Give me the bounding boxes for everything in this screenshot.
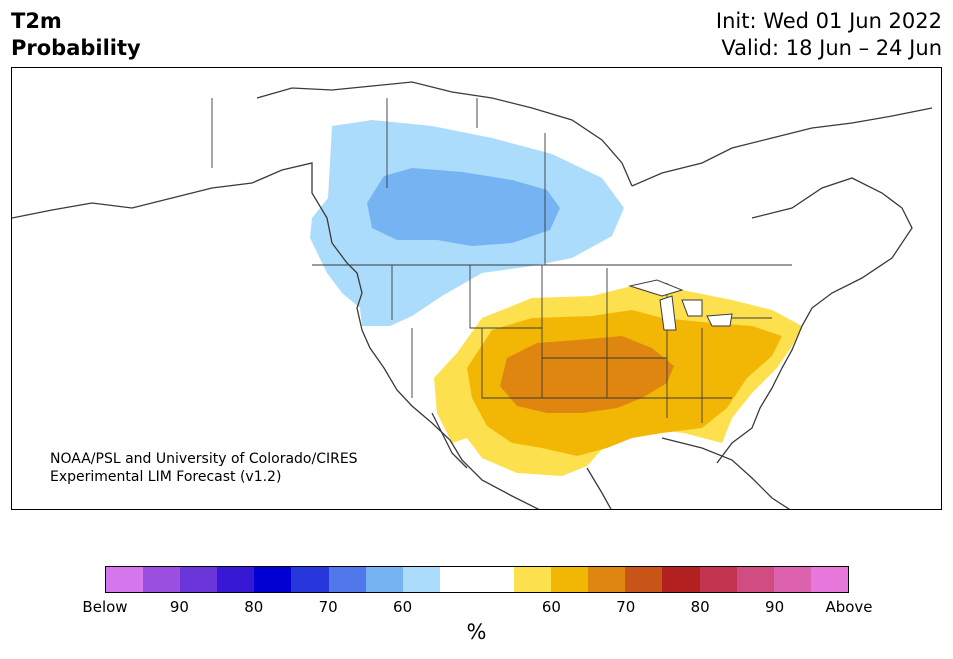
colorbar-unit: % bbox=[466, 620, 487, 644]
colorbar-tick-label: 60 bbox=[393, 598, 413, 616]
map-canvas bbox=[12, 81, 933, 509]
colorbar-swatch bbox=[588, 567, 626, 592]
colorbar-swatch bbox=[180, 567, 218, 592]
init-date: Init: Wed 01 Jun 2022 bbox=[715, 9, 942, 33]
colorbar-swatch bbox=[365, 567, 403, 592]
valid-dates: Valid: 18 Jun – 24 Jun bbox=[721, 36, 942, 60]
colorbar-tick-label: Above bbox=[825, 598, 873, 616]
colorbar-swatch bbox=[551, 567, 589, 592]
colorbar-swatch bbox=[328, 567, 366, 592]
title-type: Probability bbox=[11, 36, 141, 60]
title-variable: T2m bbox=[11, 9, 62, 33]
colorbar-tick-label: 70 bbox=[616, 598, 636, 616]
forecast-dates: Init: Wed 01 Jun 2022 Valid: 18 Jun – 24… bbox=[716, 8, 942, 62]
colorbar-swatch bbox=[699, 567, 737, 592]
credit-text: NOAA/PSL and University of Colorado/CIRE… bbox=[50, 450, 358, 486]
colorbar-swatch bbox=[402, 567, 440, 592]
colorbar-swatch bbox=[625, 567, 663, 592]
colorbar-swatch bbox=[476, 567, 515, 592]
colorbar-tick-labels: Below 90 80 70 60 60 70 80 90 Above bbox=[82, 598, 872, 618]
map-title: T2m Probability bbox=[11, 8, 141, 62]
colorbar-tick-label: 90 bbox=[765, 598, 785, 616]
colorbar-tick-label: 80 bbox=[244, 598, 264, 616]
above-80-region bbox=[500, 336, 674, 413]
political-borders bbox=[211, 98, 792, 423]
colorbar-tick-label: 80 bbox=[690, 598, 710, 616]
credit-line-2: Experimental LIM Forecast (v1.2) bbox=[50, 469, 282, 485]
colorbar-tick-label: 70 bbox=[318, 598, 338, 616]
colorbar-swatch bbox=[217, 567, 255, 592]
colorbar-swatch bbox=[810, 567, 848, 592]
colorbar-swatch bbox=[106, 567, 144, 592]
colorbar-swatch bbox=[439, 567, 477, 592]
colorbar-swatch bbox=[662, 567, 700, 592]
colorbar-tick-label: 90 bbox=[169, 598, 189, 616]
colorbar-tick-label: 60 bbox=[541, 598, 561, 616]
colorbar-swatch bbox=[514, 567, 552, 592]
colorbar bbox=[105, 566, 849, 593]
colorbar-tick-label: Below bbox=[82, 598, 128, 616]
colorbar-swatch bbox=[773, 567, 811, 592]
coastlines bbox=[12, 81, 933, 509]
map-panel: NOAA/PSL and University of Colorado/CIRE… bbox=[11, 67, 942, 510]
colorbar-swatch bbox=[254, 567, 292, 592]
colorbar-swatch bbox=[736, 567, 774, 592]
below-70-region bbox=[367, 168, 560, 246]
great-lakes bbox=[628, 279, 733, 331]
colorbar-swatch bbox=[291, 567, 329, 592]
colorbar-swatch bbox=[143, 567, 181, 592]
credit-line-1: NOAA/PSL and University of Colorado/CIRE… bbox=[50, 451, 358, 467]
